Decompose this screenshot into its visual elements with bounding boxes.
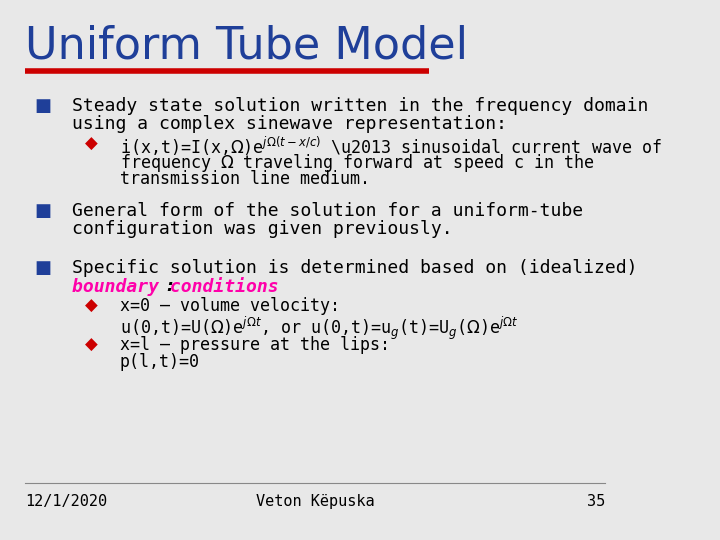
- Text: ◆: ◆: [85, 135, 98, 153]
- Text: frequency $\Omega$ traveling forward at speed c in the: frequency $\Omega$ traveling forward at …: [120, 152, 594, 174]
- Text: General form of the solution for a uniform-tube: General form of the solution for a unifo…: [73, 202, 584, 220]
- Text: using a complex sinewave representation:: using a complex sinewave representation:: [73, 115, 508, 133]
- Text: Veton Këpuska: Veton Këpuska: [256, 494, 374, 509]
- Text: configuration was given previously.: configuration was given previously.: [73, 220, 453, 238]
- Text: ■: ■: [35, 202, 52, 220]
- Text: boundary conditions: boundary conditions: [73, 277, 279, 296]
- Text: transmission line medium.: transmission line medium.: [120, 170, 370, 187]
- Text: 35: 35: [587, 494, 605, 509]
- Text: ■: ■: [35, 97, 52, 115]
- Text: ■: ■: [35, 259, 52, 277]
- Text: x=l – pressure at the lips:: x=l – pressure at the lips:: [120, 336, 390, 354]
- Text: Specific solution is determined based on (idealized): Specific solution is determined based on…: [73, 259, 638, 277]
- Text: ◆: ◆: [85, 336, 98, 354]
- Text: 12/1/2020: 12/1/2020: [25, 494, 107, 509]
- Text: Steady state solution written in the frequency domain: Steady state solution written in the fre…: [73, 97, 649, 115]
- Text: u(0,t)=U($\Omega$)e$^{j\Omega t}$, or u(0,t)=u$_g$(t)=U$_g$($\Omega$)e$^{j\Omega: u(0,t)=U($\Omega$)e$^{j\Omega t}$, or u(…: [120, 314, 518, 342]
- Text: i(x,t)=I(x,$\Omega$)e$^{j\Omega(t-x/c)}$ \u2013 sinusoidal current wave of: i(x,t)=I(x,$\Omega$)e$^{j\Omega(t-x/c)}$…: [120, 135, 662, 158]
- Text: ◆: ◆: [85, 297, 98, 315]
- Text: x=0 – volume velocity:: x=0 – volume velocity:: [120, 297, 340, 315]
- Text: Uniform Tube Model: Uniform Tube Model: [25, 24, 468, 68]
- Text: :: :: [164, 277, 175, 295]
- Text: p(l,t)=0: p(l,t)=0: [120, 353, 199, 371]
